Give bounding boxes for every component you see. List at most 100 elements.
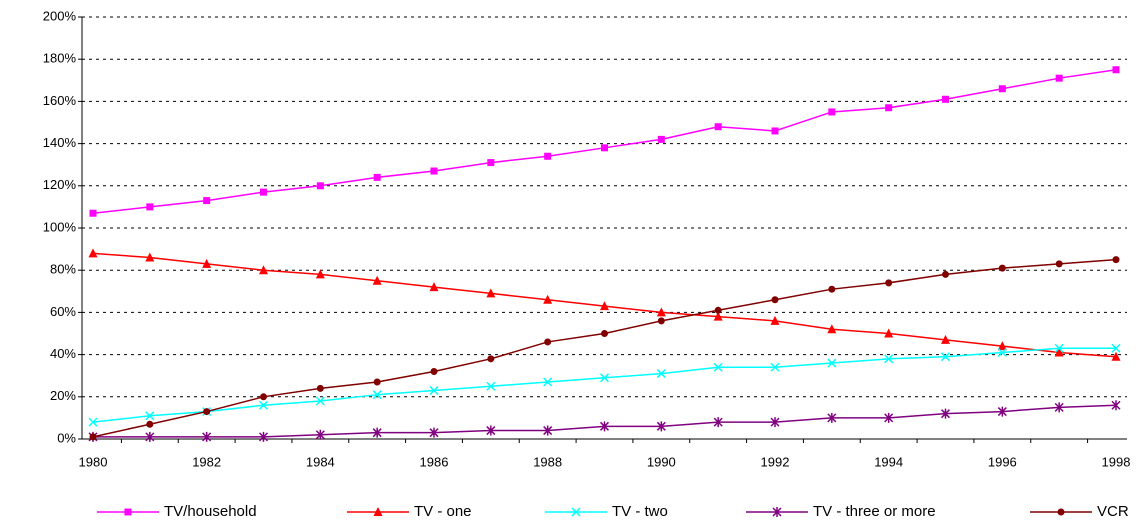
marker [543,294,553,304]
marker [203,408,211,416]
legend-text: VCR [1097,503,1129,520]
marker [373,507,383,516]
marker [1054,343,1064,353]
y-tick-label: 60% [50,304,76,319]
x-tick-label: 1996 [988,454,1017,469]
legend-item: TV - one [347,503,472,520]
x-tick-label: 1982 [192,454,221,469]
marker [1054,347,1064,357]
marker [713,362,723,372]
marker [487,159,495,167]
marker [827,324,837,334]
marker [1111,400,1121,411]
marker [600,301,609,311]
marker [997,406,1007,417]
marker [543,425,553,436]
marker [657,135,665,143]
marker [770,362,780,372]
marker [373,378,381,386]
marker [544,338,552,346]
marker [771,296,779,304]
marker [258,431,269,442]
marker [942,95,949,103]
series-line [92,69,1117,214]
y-tick-label: 20% [50,388,76,403]
legend-item: TV - three or more [746,503,936,520]
marker [315,396,325,406]
marker [486,288,496,298]
marker [941,334,950,344]
marker [315,429,325,440]
marker [884,412,894,423]
marker [145,431,155,442]
marker [486,425,496,436]
marker [827,358,837,368]
marker [260,188,267,196]
marker [429,385,439,396]
marker [714,306,722,314]
marker [202,258,212,268]
marker [940,352,951,362]
marker [772,507,782,517]
legend-text: TV - three or more [813,503,936,520]
x-tick-label: 1990 [647,454,676,469]
marker [373,173,381,181]
marker [714,123,722,131]
marker [1055,260,1063,268]
y-tick-label: 100% [43,219,77,234]
marker [599,373,610,383]
y-tick-label: 80% [50,262,76,277]
marker [259,265,268,275]
x-tick-label: 1992 [761,454,790,469]
marker [713,417,723,428]
marker [1112,66,1120,74]
marker [1054,402,1064,413]
x-tick-label: 1994 [874,454,903,469]
marker [713,311,723,321]
marker [316,384,324,392]
legend-item: TV - two [545,503,668,520]
marker [89,209,97,217]
series-line [92,347,1116,423]
marker [146,420,154,428]
marker [315,269,325,279]
marker [599,421,610,432]
marker [1055,74,1063,82]
y-tick-label: 200% [43,8,77,23]
marker [884,354,894,364]
marker [998,85,1006,93]
marker [770,417,780,428]
x-tick-label: 1980 [79,454,108,469]
marker [145,252,155,262]
marker [884,328,894,338]
y-tick-label: 0% [57,430,76,445]
marker [486,381,496,391]
marker [372,275,382,285]
series [88,248,1121,361]
marker [430,167,438,175]
marker [145,411,155,421]
marker [89,433,97,441]
marker [260,393,267,401]
series-line [92,258,1117,438]
marker [1111,343,1121,353]
marker [430,367,438,375]
marker [656,369,666,379]
marker [885,104,893,112]
marker [1111,351,1121,361]
x-tick-label: 1984 [306,454,335,469]
marker [998,264,1006,272]
y-tick-label: 160% [43,93,77,108]
series [89,66,1120,217]
x-tick-label: 1998 [1102,454,1131,469]
series [89,256,1120,441]
marker [543,377,553,387]
y-tick-label: 40% [50,346,76,361]
marker [657,317,665,325]
marker [940,408,951,419]
legend-item: VCR [1030,503,1129,520]
marker [1057,508,1065,516]
marker [827,412,837,423]
legend-text: TV/household [164,503,257,520]
marker [942,270,949,278]
